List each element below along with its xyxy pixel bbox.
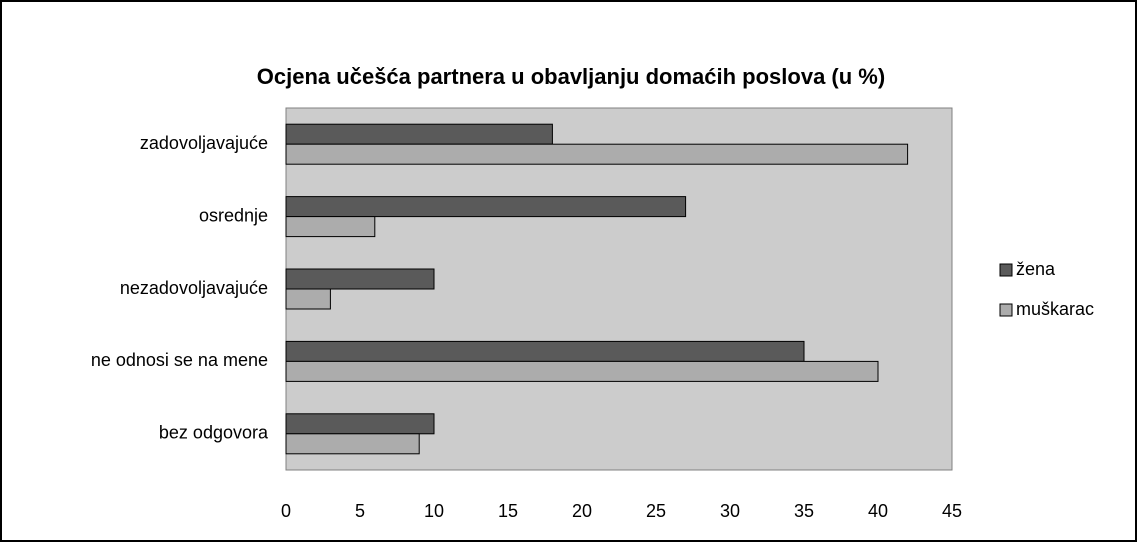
legend-label: muškarac (1016, 299, 1094, 319)
bar (285, 268, 435, 290)
y-tick-label: ne odnosi se na mene (91, 350, 268, 370)
bar (285, 340, 805, 362)
x-tick-label: 25 (646, 501, 666, 521)
x-tick-label: 5 (355, 501, 365, 521)
legend-swatch (999, 263, 1013, 277)
y-tick-label: nezadovoljavajuće (120, 278, 268, 298)
x-tick-label: 20 (572, 501, 592, 521)
bar (285, 216, 376, 238)
x-tick-label: 35 (794, 501, 814, 521)
x-tick-label: 15 (498, 501, 518, 521)
bar (285, 360, 879, 382)
y-tick-label: osrednje (199, 205, 268, 225)
legend-swatch (999, 303, 1013, 317)
bar (285, 288, 331, 310)
x-tick-label: 45 (942, 501, 962, 521)
x-tick-label: 30 (720, 501, 740, 521)
y-tick-label: bez odgovora (159, 423, 269, 443)
bar (285, 433, 420, 455)
bar (285, 123, 553, 145)
x-tick-label: 0 (281, 501, 291, 521)
bar (285, 413, 435, 435)
y-tick-label: zadovoljavajuće (140, 133, 268, 153)
chart-title: Ocjena učešća partnera u obavljanju doma… (257, 64, 885, 89)
x-tick-label: 10 (424, 501, 444, 521)
bar (285, 143, 909, 165)
x-tick-label: 40 (868, 501, 888, 521)
legend-label: žena (1016, 259, 1056, 279)
bar (285, 196, 687, 218)
